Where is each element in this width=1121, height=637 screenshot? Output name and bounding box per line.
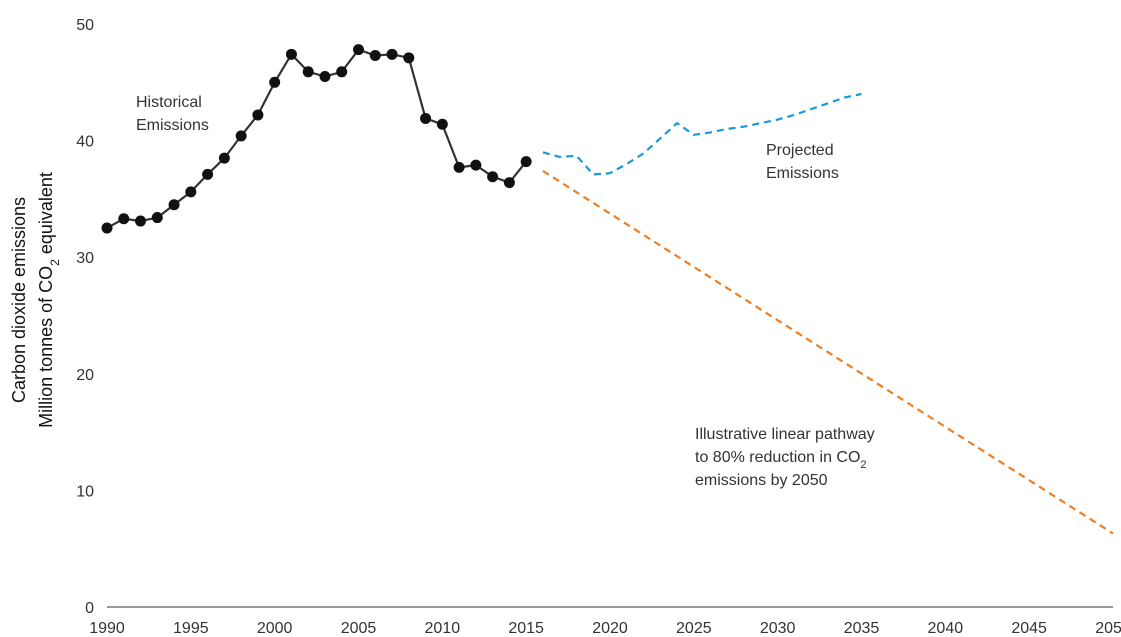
historical-data-point bbox=[520, 156, 532, 168]
historical-data-point bbox=[302, 66, 314, 78]
historical-data-point bbox=[252, 109, 264, 121]
x-tick-label: 1990 bbox=[89, 620, 125, 637]
historical-data-point bbox=[420, 112, 432, 124]
x-tick-label: 2020 bbox=[592, 620, 628, 637]
y-axis-label-line2: Million tonnes of CO2 equivalent bbox=[36, 172, 62, 428]
x-tick-label: 2045 bbox=[1011, 620, 1047, 637]
historical-data-point bbox=[353, 44, 364, 56]
historical-data-point bbox=[453, 161, 465, 173]
y-axis-label-line2-subscript: 2 bbox=[48, 259, 62, 266]
pathway-annotation-line2-subscript: 2 bbox=[860, 459, 866, 471]
x-tick-label: 2035 bbox=[844, 620, 880, 637]
x-tick-label: 2040 bbox=[928, 620, 964, 637]
historical-data-point bbox=[135, 215, 147, 227]
pathway-annotation-line2-prefix: to 80% reduction in CO bbox=[695, 449, 860, 466]
x-tick-label: 2010 bbox=[425, 620, 461, 637]
historical-data-point bbox=[269, 76, 281, 88]
x-tick-label: 1995 bbox=[173, 620, 209, 637]
pathway-annotation-line2: to 80% reduction in CO2 bbox=[695, 449, 867, 471]
projected-annotation-line2: Emissions bbox=[766, 165, 839, 182]
historical-data-point bbox=[235, 130, 247, 142]
historical-data-point bbox=[151, 212, 163, 224]
y-axis-label-line1: Carbon dioxide emissions bbox=[9, 197, 29, 403]
pathway-series-line bbox=[542, 169, 1114, 535]
historical-data-point bbox=[202, 168, 214, 180]
x-tick-label: 2000 bbox=[257, 620, 293, 637]
historical-data-point bbox=[101, 222, 113, 234]
historical-data-point bbox=[470, 159, 482, 171]
historical-data-point bbox=[168, 199, 180, 211]
y-tick-label: 0 bbox=[85, 600, 94, 617]
y-tick-label: 40 bbox=[76, 134, 94, 151]
historical-annotation-line2: Emissions bbox=[136, 117, 209, 134]
historical-data-point bbox=[403, 52, 415, 64]
y-tick-labels: 0 10 20 30 40 50 bbox=[76, 17, 94, 617]
historical-data-point bbox=[487, 171, 499, 183]
plot-area bbox=[101, 44, 1114, 535]
pathway-annotation-line3: emissions by 2050 bbox=[695, 472, 828, 489]
historical-annotation: Historical Emissions bbox=[136, 94, 209, 134]
y-tick-label: 30 bbox=[76, 250, 94, 267]
historical-data-point bbox=[185, 186, 197, 198]
x-tick-label: 2030 bbox=[760, 620, 796, 637]
historical-data-point bbox=[336, 66, 348, 78]
projected-annotation: Projected Emissions bbox=[766, 142, 839, 182]
historical-data-point bbox=[285, 48, 297, 60]
y-tick-label: 50 bbox=[76, 17, 94, 34]
historical-data-point bbox=[503, 177, 515, 189]
projected-series-line bbox=[542, 92, 862, 176]
historical-annotation-line1: Historical bbox=[136, 94, 202, 111]
x-tick-label: 2005 bbox=[341, 620, 377, 637]
historical-data-point bbox=[319, 70, 331, 82]
pathway-annotation: Illustrative linear pathway to 80% reduc… bbox=[695, 426, 879, 489]
historical-data-point bbox=[386, 48, 398, 60]
projected-annotation-line1: Projected bbox=[766, 142, 834, 159]
y-tick-label: 20 bbox=[76, 367, 94, 384]
y-axis-label-line2-prefix: Million tonnes of CO bbox=[36, 266, 56, 428]
historical-data-point bbox=[436, 118, 448, 130]
x-tick-label: 2015 bbox=[508, 620, 544, 637]
pathway-annotation-line1: Illustrative linear pathway bbox=[695, 426, 875, 443]
x-tick-label: 2050 bbox=[1095, 620, 1121, 637]
historical-data-point bbox=[218, 152, 230, 164]
y-tick-label: 10 bbox=[76, 483, 94, 500]
historical-data-point bbox=[118, 213, 130, 225]
y-axis-label-line2-suffix: equivalent bbox=[36, 172, 56, 259]
x-tick-labels: 1990 1995 2000 2005 2010 2015 2020 2025 2030 2035… bbox=[89, 620, 1121, 637]
historical-data-point bbox=[369, 49, 381, 61]
x-tick-label: 2025 bbox=[676, 620, 712, 637]
